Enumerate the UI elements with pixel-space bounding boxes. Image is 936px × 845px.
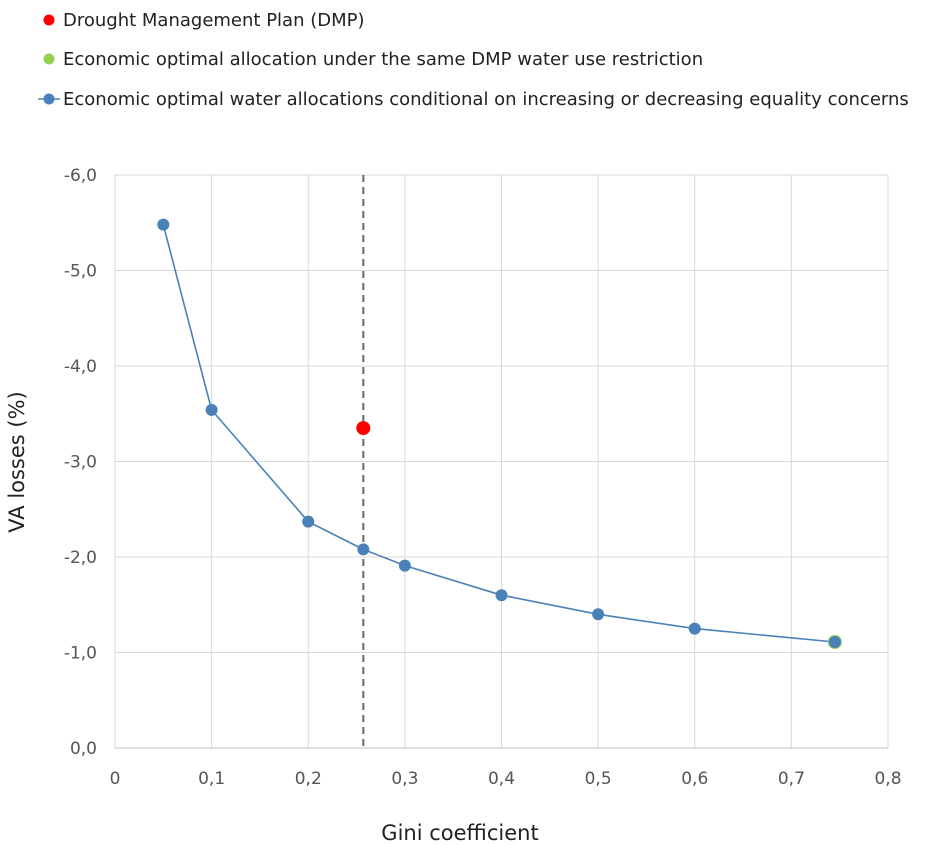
x-tick-label: 0,6 [681,769,708,789]
x-tick-label: 0 [110,769,121,789]
y-tick-label: -2,0 [64,548,97,568]
point-equality-concerns [302,515,315,528]
point-equality-concerns [357,543,370,556]
tick-labels: 0 0,1 0,2 0,3 0,4 0,5 0,6 0,7 0,8 0,0 -1,0 -2,0 -3,0… [64,166,902,789]
x-tick-label: 0,8 [874,769,901,789]
x-tick-label: 0,7 [778,769,805,789]
legend-marker [43,93,55,105]
point-equality-concerns [205,403,218,416]
x-tick-label: 0,1 [198,769,225,789]
x-axis-title: Gini coefficient [381,821,538,845]
x-tick-label: 0,4 [488,769,515,789]
legend-label: Economic optimal water allocations condi… [63,89,909,110]
y-axis-title: VA losses (%) [5,391,29,533]
series-line-optimal-equality [162,224,835,643]
y-tick-label: 0,0 [70,739,97,759]
point-equality-concerns [398,559,411,572]
x-tick-label: 0,2 [295,769,322,789]
point-equality-concerns [495,589,508,602]
series-group [157,218,842,649]
x-tick-label: 0,5 [585,769,612,789]
legend-marker [43,53,55,65]
legend-marker [43,14,55,26]
y-tick-label: -6,0 [64,166,97,186]
legend-label: Economic optimal allocation under the sa… [63,49,703,70]
point-equality-concerns [592,608,605,621]
grid-lines [114,174,889,749]
point-dmp [356,421,371,436]
x-tick-label: 0,3 [391,769,418,789]
point-equality-concerns [157,218,170,231]
y-tick-label: -1,0 [64,644,97,664]
point-equality-concerns [828,635,841,648]
legend-label: Drought Management Plan (DMP) [63,10,365,31]
legend: Drought Management Plan (DMP) Economic op… [38,10,909,110]
y-tick-label: -5,0 [64,262,97,282]
y-tick-label: -3,0 [64,453,97,473]
y-tick-label: -4,0 [64,357,97,377]
point-equality-concerns [688,622,701,635]
